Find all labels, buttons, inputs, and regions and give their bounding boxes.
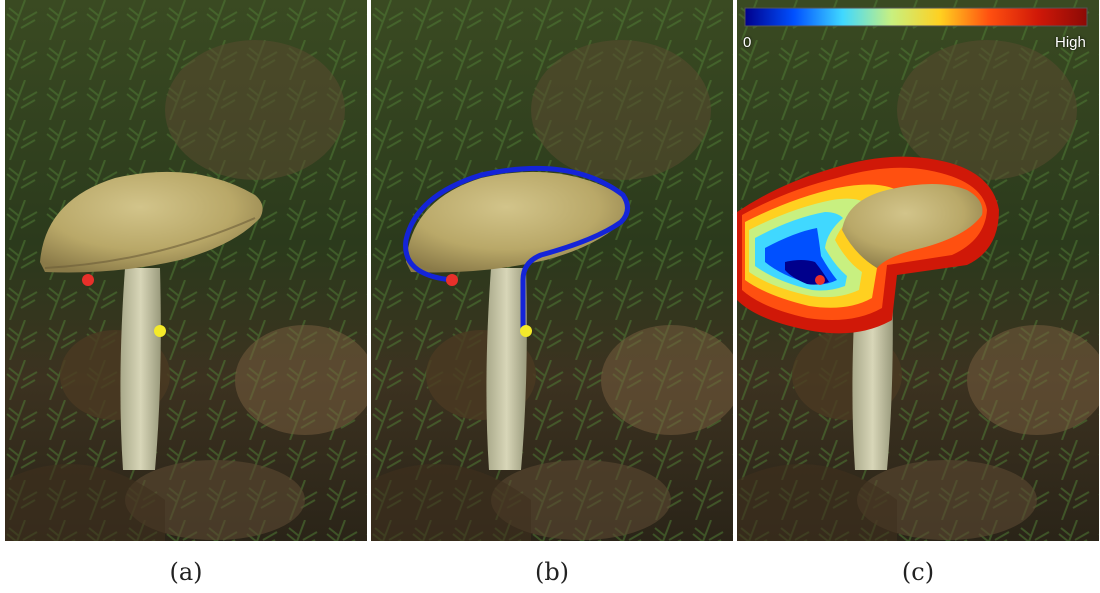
- colorbar: [744, 7, 1088, 27]
- cost-heatmap: [737, 156, 999, 334]
- mushroom-photo-b: [371, 0, 733, 541]
- caption-a: (a): [169, 558, 203, 586]
- caption-c: (c): [901, 558, 935, 586]
- start-point-c: [815, 275, 825, 285]
- end-point-a: [154, 325, 166, 337]
- panel-b-photo: [371, 0, 733, 541]
- mushroom-photo-c: [737, 0, 1099, 541]
- colorbar-max-label: High: [1055, 34, 1086, 51]
- end-point-b: [520, 325, 532, 337]
- panel-c-photo: [737, 0, 1099, 541]
- mushroom-photo-a: [5, 0, 367, 541]
- panel-a-photo: [5, 0, 367, 541]
- start-point-a: [82, 274, 94, 286]
- colorbar-min-label: 0: [743, 34, 752, 51]
- contour-path: [403, 165, 630, 331]
- start-point-b: [446, 274, 458, 286]
- caption-b: (b): [534, 558, 570, 586]
